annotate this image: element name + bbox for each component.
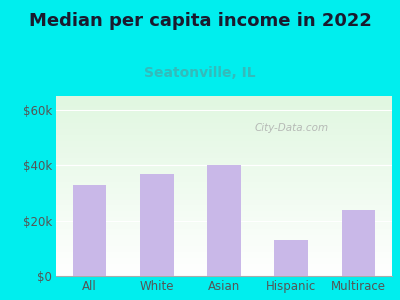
Bar bbox=[140, 173, 174, 276]
Text: Seatonville, IL: Seatonville, IL bbox=[144, 66, 256, 80]
Bar bbox=[73, 184, 106, 276]
Bar bbox=[274, 240, 308, 276]
Text: City-Data.com: City-Data.com bbox=[254, 123, 328, 134]
Bar bbox=[207, 165, 241, 276]
Text: Median per capita income in 2022: Median per capita income in 2022 bbox=[28, 12, 372, 30]
Bar bbox=[342, 209, 375, 276]
